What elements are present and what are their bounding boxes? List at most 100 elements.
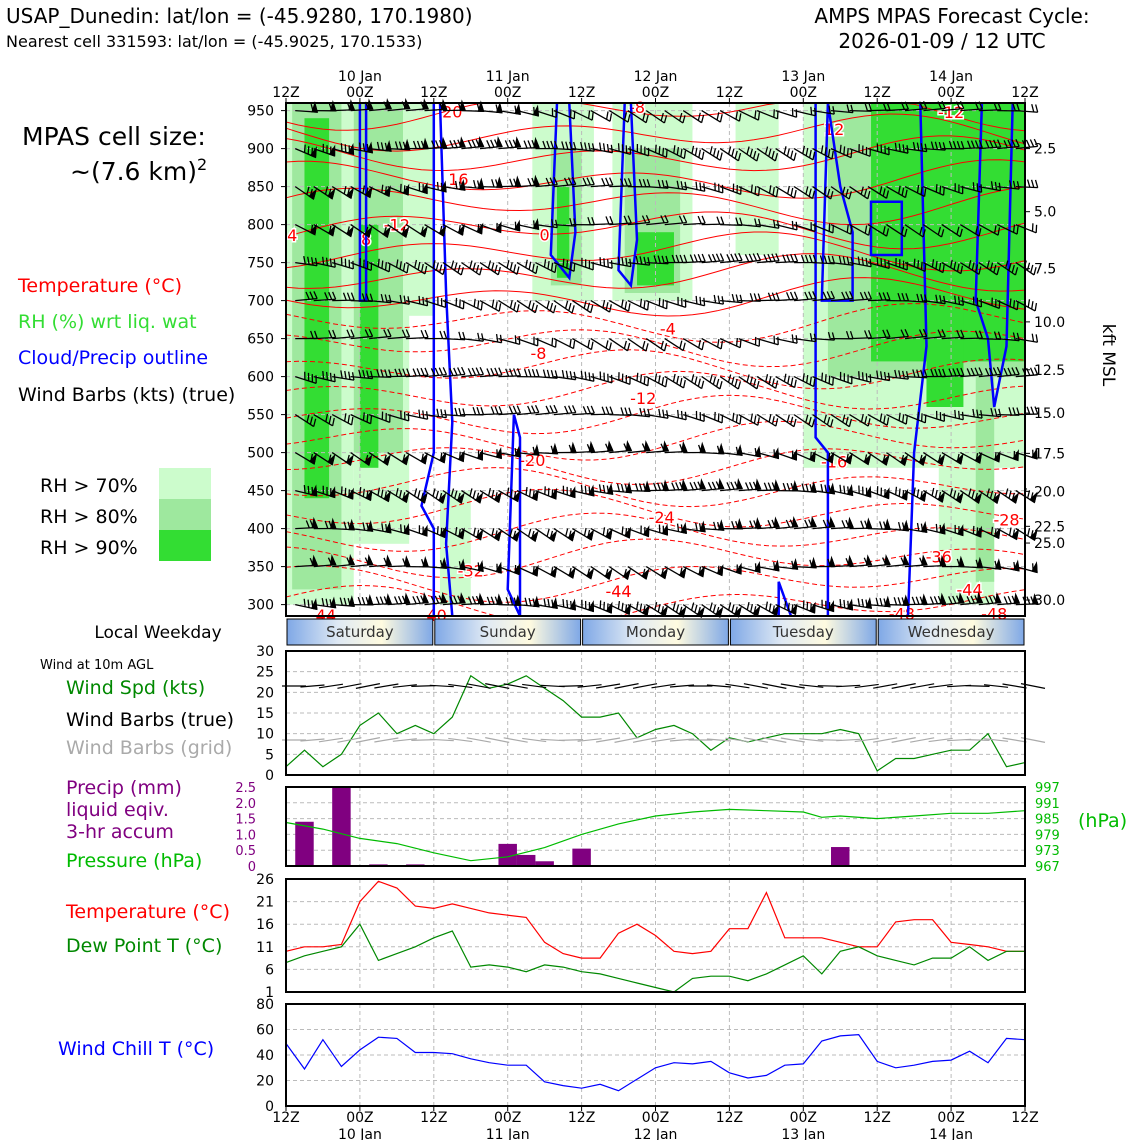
wind-barb-feather: [1035, 334, 1039, 343]
wind-barb-pennant: [699, 520, 706, 533]
wind-barb: [941, 295, 965, 306]
wind-barb-staff: [1015, 337, 1038, 343]
wind-barb-feather: [943, 295, 946, 304]
wind-barb-staff: [960, 299, 982, 308]
wind-barb: [923, 452, 946, 466]
wind-barb: [923, 554, 947, 568]
wind-barb-feather: [454, 180, 458, 189]
wind-barb: [720, 217, 743, 226]
wind-barb-feather: [929, 596, 935, 605]
wind-barb: [331, 224, 355, 238]
wind-barb-staff: [683, 299, 705, 307]
wind-barb-feather: [972, 182, 975, 191]
wind-barb-pennant: [939, 554, 947, 567]
wind-barb-feather: [839, 484, 842, 493]
wind-barb-pennant: [474, 491, 484, 504]
wind-barb-feather: [442, 266, 446, 275]
wind-barb: [886, 519, 910, 532]
wind-barb: [923, 259, 945, 274]
wind-barb-pennant: [382, 490, 391, 503]
wind-barb: [313, 99, 337, 112]
wind-barb-staff: [608, 338, 628, 352]
wind-barb-feather: [960, 367, 965, 376]
wind-barb-staff: [516, 411, 539, 416]
wind-barb: [941, 488, 964, 504]
wind-barb-feather: [901, 187, 905, 196]
wind-barb-feather: [573, 371, 577, 380]
wind-barb-feather: [510, 489, 513, 498]
wind-barb-feather: [920, 143, 924, 152]
top-day-label: 13 Jan: [781, 69, 825, 85]
wind-barb-staff: [830, 414, 850, 428]
wind-barb: [627, 439, 651, 454]
wind-barb-feather: [573, 263, 576, 272]
legend-rh: RH (%) wrt liq. wat: [18, 311, 197, 333]
wind-barb-feather: [813, 333, 817, 342]
wind-barb: [535, 219, 558, 229]
wind-barb-staff: [590, 375, 613, 384]
wind-barb-staff: [645, 376, 666, 388]
wind-barb-pennant: [475, 528, 484, 541]
wind-barb-pennant: [865, 517, 873, 529]
wind-barb-feather: [328, 330, 333, 338]
wind-barb: [701, 602, 724, 619]
wind-barb-feather: [949, 488, 953, 497]
wind-barb-feather: [934, 368, 939, 377]
wind-barb-feather: [808, 416, 812, 425]
wind-barb-feather: [555, 219, 558, 228]
wind-barb-feather: [924, 263, 927, 272]
wind-barb: [904, 487, 927, 502]
wind-barb-staff: [756, 337, 779, 346]
wind-barb-feather: [937, 226, 942, 235]
wind-barb-feather: [931, 487, 935, 496]
wind-barb-feather: [970, 367, 975, 376]
wind-barb: [553, 141, 577, 151]
wind-barb-feather: [811, 419, 815, 428]
wind-barb-pennant: [828, 516, 836, 528]
wind-barb: [405, 452, 428, 465]
wind-barb: [683, 441, 707, 454]
wind-barb-feather: [971, 262, 975, 271]
wind-barb-pennant: [754, 478, 762, 491]
wind-barb-feather: [658, 408, 661, 418]
wind-barb-feather: [491, 490, 495, 499]
wind-barb-staff: [775, 260, 798, 264]
wind-barb: [849, 554, 873, 568]
wind-barb: [406, 329, 429, 340]
wind-barb: [627, 601, 650, 617]
wind-barb-staff: [996, 262, 1016, 276]
wind-barb-feather: [938, 141, 943, 151]
wind-barb-feather: [1007, 595, 1012, 604]
wind-barb-feather: [509, 262, 513, 271]
wind-barb-feather: [1016, 103, 1020, 112]
wind-barb-feather: [657, 255, 661, 264]
wind-barb-feather: [422, 410, 425, 419]
wind-barb-feather: [917, 260, 920, 269]
wind-barb-pennant: [402, 183, 410, 196]
pressure-tick-label: 350: [247, 560, 274, 576]
wind-barb-feather: [491, 262, 495, 271]
wind-barb: [350, 520, 374, 532]
wind-barb: [867, 553, 891, 568]
wind-barb-pennant: [1031, 593, 1039, 605]
wind-barb-feather: [657, 179, 661, 188]
wind-barb-staff: [849, 298, 872, 302]
wind-barb-staff: [978, 262, 998, 276]
wind-barb-staff: [590, 261, 613, 269]
wind-barb-pennant: [422, 555, 429, 568]
wind-barb: [682, 338, 705, 351]
wind-barb-pennant: [699, 441, 707, 454]
wind-barb: [701, 253, 725, 264]
wind-barb: [775, 291, 799, 302]
wind-barb-feather: [904, 228, 908, 237]
wind-barb-staff: [812, 261, 835, 265]
wind-barb: [424, 591, 448, 606]
wind-barb-staff: [424, 299, 446, 309]
wind-barb: [812, 451, 835, 464]
wind-barb: [442, 450, 465, 463]
wind-barb-feather: [690, 602, 695, 611]
wind-barb-feather: [826, 188, 831, 197]
wind-barb: [683, 410, 705, 423]
wind-barb-feather: [550, 262, 554, 271]
temperature-label: -20: [519, 451, 545, 470]
